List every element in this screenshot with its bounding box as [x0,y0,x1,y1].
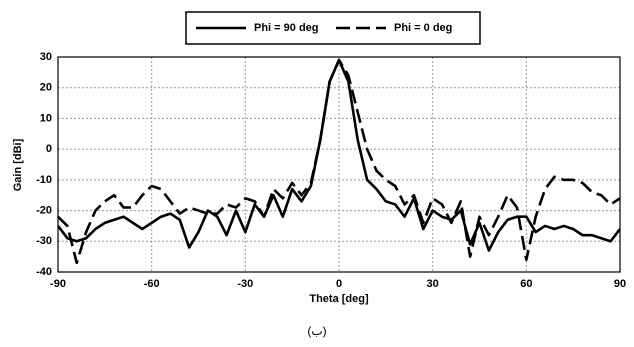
y-tick-label: -30 [36,235,52,247]
legend-label: Phi = 90 deg [254,22,319,34]
y-axis-label: Gain [dBi] [12,138,24,191]
legend-label: Phi = 0 deg [394,22,452,34]
x-tick-label: -90 [50,278,66,290]
plot-frame [57,56,621,273]
y-tick-label: -20 [36,204,52,216]
x-tick-label: -60 [144,278,160,290]
series-line [57,58,621,265]
y-tick-label: -40 [36,266,52,278]
x-tick-label: 0 [336,278,342,290]
y-tick-label: 0 [46,143,52,155]
y-tick-label: -10 [36,174,52,186]
x-tick-label: 60 [520,278,532,290]
y-tick-label: 20 [40,82,52,94]
x-axis-label: Theta [deg] [309,293,369,305]
caption: (ب) [307,324,326,338]
x-tick-label: 30 [427,278,439,290]
x-tick-label: -30 [237,278,253,290]
y-tick-label: 10 [40,112,52,124]
x-tick-label: 90 [614,278,626,290]
y-tick-label: 30 [40,51,52,63]
